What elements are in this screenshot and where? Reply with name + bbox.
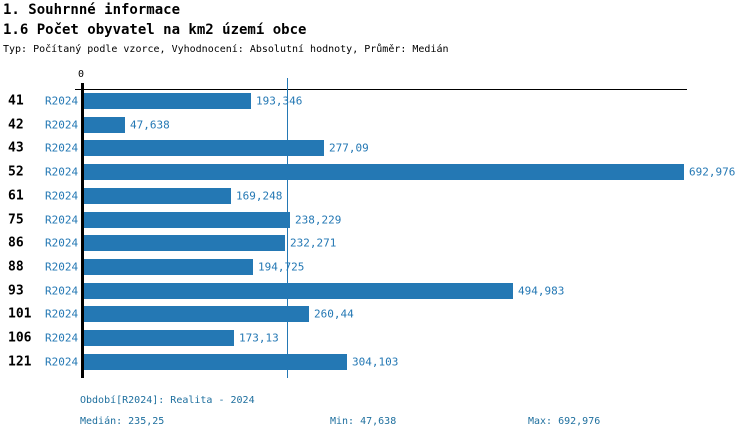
category-label: 121	[8, 354, 32, 370]
bar-row: 88 R2024 194,725	[0, 255, 750, 279]
value-label: 692,976	[689, 165, 736, 179]
category-label: 86	[8, 235, 24, 251]
bar	[84, 354, 347, 370]
series-label: R2024	[45, 260, 79, 274]
value-label: 277,09	[329, 141, 369, 155]
bar	[84, 306, 309, 322]
bar-row: 101 R2024 260,44	[0, 302, 750, 326]
series-label: R2024	[45, 355, 79, 369]
series-label: R2024	[45, 331, 79, 345]
value-label: 193,346	[256, 94, 303, 108]
series-label: R2024	[45, 165, 79, 179]
period-label: Období[R2024]: Realita - 2024	[80, 395, 255, 406]
bar	[84, 212, 290, 228]
bar	[84, 117, 125, 133]
bar	[84, 164, 684, 180]
value-label: 304,103	[352, 355, 399, 369]
value-label: 194,725	[258, 260, 305, 274]
series-label: R2024	[45, 284, 79, 298]
bar-row: 75 R2024 238,229	[0, 208, 750, 232]
bar-row: 42 R2024 47,638	[0, 113, 750, 137]
series-label: R2024	[45, 189, 79, 203]
bar-row: 52 R2024 692,976	[0, 160, 750, 184]
bar	[84, 283, 513, 299]
category-label: 41	[8, 93, 24, 109]
value-label: 238,229	[295, 213, 342, 227]
category-label: 52	[8, 164, 24, 180]
median-stat: Medián: 235,25	[80, 416, 165, 427]
x-axis-line	[75, 89, 687, 90]
y-axis-line	[81, 83, 84, 378]
bar-row: 41 R2024 193,346	[0, 89, 750, 113]
bar-row: 43 R2024 277,09	[0, 136, 750, 160]
category-label: 88	[8, 259, 24, 275]
value-label: 173,13	[239, 331, 279, 345]
series-label: R2024	[45, 236, 79, 250]
bar-chart: 41 R2024 193,346 42 R2024 47,638 43 R202…	[0, 89, 750, 377]
value-label: 494,983	[518, 284, 565, 298]
chart-meta-line: Typ: Počítaný podle vzorce, Vyhodnocení:…	[3, 44, 449, 55]
category-label: 42	[8, 117, 24, 133]
report-section-title: 1. Souhrnné informace	[3, 2, 181, 18]
series-label: R2024	[45, 118, 79, 132]
median-line	[287, 78, 288, 378]
bar	[84, 259, 253, 275]
category-label: 93	[8, 283, 24, 299]
category-label: 75	[8, 212, 24, 228]
bar	[84, 235, 285, 251]
bar-row: 106 R2024 173,13	[0, 326, 750, 350]
x-axis-zero-label: 0	[77, 69, 85, 80]
value-label: 260,44	[314, 307, 354, 321]
category-label: 106	[8, 330, 32, 346]
category-label: 61	[8, 188, 24, 204]
category-label: 43	[8, 140, 24, 156]
chart-title: 1.6 Počet obyvatel na km2 území obce	[3, 22, 307, 38]
min-stat: Min: 47,638	[330, 416, 397, 427]
value-label: 47,638	[130, 118, 170, 132]
bar	[84, 188, 231, 204]
value-label: 232,271	[290, 236, 337, 250]
series-label: R2024	[45, 141, 79, 155]
bar-row: 121 R2024 304,103	[0, 350, 750, 374]
value-label: 169,248	[236, 189, 283, 203]
bar	[84, 93, 251, 109]
bar-row: 61 R2024 169,248	[0, 184, 750, 208]
bar	[84, 140, 324, 156]
series-label: R2024	[45, 307, 79, 321]
series-label: R2024	[45, 94, 79, 108]
bar-row: 86 R2024 232,271	[0, 231, 750, 255]
bar	[84, 330, 234, 346]
series-label: R2024	[45, 213, 79, 227]
category-label: 101	[8, 306, 32, 322]
max-stat: Max: 692,976	[528, 416, 601, 427]
bar-row: 93 R2024 494,983	[0, 279, 750, 303]
